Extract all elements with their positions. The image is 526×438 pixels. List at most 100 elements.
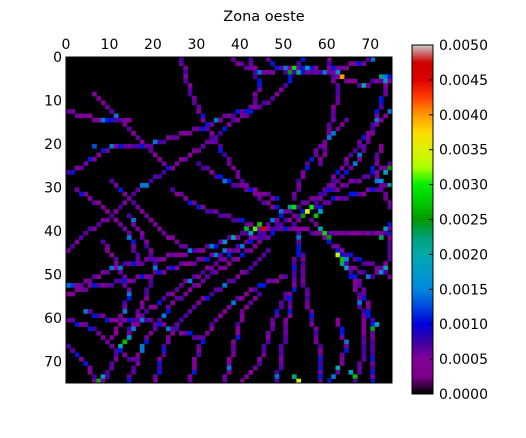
heatmap-cell — [257, 192, 262, 197]
heatmap-cell — [279, 300, 284, 305]
heatmap-cell — [123, 309, 128, 314]
heatmap-cell — [179, 157, 184, 162]
heatmap-cell — [292, 66, 297, 71]
heatmap-cell — [318, 209, 323, 214]
heatmap-cell — [118, 118, 123, 123]
heatmap-cell — [218, 240, 223, 245]
heatmap-cell — [335, 74, 340, 79]
heatmap-cell — [344, 344, 349, 349]
heatmap-cell — [136, 135, 141, 140]
heatmap-cell — [214, 270, 219, 275]
heatmap-cell — [209, 209, 214, 214]
heatmap-cell — [231, 348, 236, 353]
heatmap-cell — [136, 227, 141, 232]
heatmap-cell — [340, 196, 345, 201]
heatmap-cell — [88, 157, 93, 162]
heatmap-cell — [153, 140, 158, 145]
heatmap-cell — [366, 174, 371, 179]
heatmap-cell — [236, 257, 241, 262]
heatmap-cell — [162, 353, 167, 358]
heatmap-cell — [309, 70, 314, 75]
heatmap-cell — [362, 348, 367, 353]
heatmap-cell — [366, 187, 371, 192]
heatmap-cell — [327, 127, 332, 132]
heatmap-cell — [327, 131, 332, 136]
heatmap-cell — [127, 292, 132, 297]
heatmap-cell — [349, 153, 354, 158]
heatmap-cell — [301, 174, 306, 179]
heatmap-cell — [201, 279, 206, 284]
heatmap-cell — [175, 322, 180, 327]
heatmap-cell — [357, 370, 362, 375]
heatmap-cell — [105, 370, 110, 375]
heatmap-cell — [292, 261, 297, 266]
heatmap-cell — [331, 183, 336, 188]
heatmap-cell — [140, 183, 145, 188]
heatmap-cell — [257, 235, 262, 240]
heatmap-cell — [109, 266, 114, 271]
heatmap-cell — [362, 83, 367, 88]
heatmap-cell — [88, 279, 93, 284]
heatmap-cell — [144, 318, 149, 323]
heatmap-cell — [379, 166, 384, 171]
heatmap-cell — [231, 114, 236, 119]
heatmap-cell — [253, 296, 258, 301]
heatmap-cell — [383, 270, 388, 275]
heatmap-cell — [292, 227, 297, 232]
heatmap-cell — [114, 326, 119, 331]
heatmap-cell — [209, 322, 214, 327]
y-tick-label: 20 — [44, 137, 62, 153]
heatmap-cell — [175, 192, 180, 197]
heatmap-cell — [314, 148, 319, 153]
heatmap-cell — [127, 213, 132, 218]
heatmap-cell — [101, 100, 106, 105]
heatmap-cell — [236, 322, 241, 327]
heatmap-cell — [127, 326, 132, 331]
heatmap-cell — [144, 257, 149, 262]
heatmap-cell — [123, 353, 128, 358]
heatmap-cell — [153, 222, 158, 227]
heatmap-cell — [66, 109, 71, 114]
heatmap-cell — [266, 200, 271, 205]
heatmap-cell — [227, 261, 232, 266]
heatmap-cell — [109, 109, 114, 114]
heatmap-cell — [96, 331, 101, 336]
heatmap-cell — [266, 235, 271, 240]
heatmap-cell — [370, 274, 375, 279]
heatmap-cell — [296, 218, 301, 223]
heatmap-cell — [275, 222, 280, 227]
heatmap-cell — [92, 200, 97, 205]
heatmap-cell — [170, 187, 175, 192]
heatmap-cell — [349, 79, 354, 84]
heatmap-cell — [362, 309, 367, 314]
heatmap-cell — [227, 114, 232, 119]
heatmap-cell — [370, 322, 375, 327]
heatmap-cell — [275, 227, 280, 232]
heatmap-cell — [188, 200, 193, 205]
heatmap-cell — [244, 374, 249, 379]
heatmap-cell — [249, 287, 254, 292]
heatmap-cell — [257, 240, 262, 245]
heatmap-cell — [353, 179, 358, 184]
heatmap-cell — [362, 353, 367, 358]
heatmap-cell — [383, 227, 388, 232]
heatmap-cell — [353, 231, 358, 236]
heatmap-cell — [179, 61, 184, 66]
colorbar-tick-label: 0.0025 — [439, 213, 488, 229]
heatmap-cell — [253, 66, 258, 71]
heatmap-cell — [170, 331, 175, 336]
heatmap-cell — [83, 322, 88, 327]
heatmap-cell — [144, 335, 149, 340]
heatmap-cell — [357, 366, 362, 371]
heatmap-cell — [275, 218, 280, 223]
heatmap-cell — [88, 326, 93, 331]
heatmap-cell — [218, 131, 223, 136]
heatmap-cell — [83, 361, 88, 366]
heatmap-cell — [370, 170, 375, 175]
heatmap-cell — [375, 153, 380, 158]
colorbar-axis: 0.00000.00050.00100.00150.00200.00250.00… — [429, 38, 488, 403]
heatmap-cell — [370, 57, 375, 62]
heatmap-cell — [322, 231, 327, 236]
heatmap-cell — [131, 131, 136, 136]
heatmap-cell — [70, 170, 75, 175]
